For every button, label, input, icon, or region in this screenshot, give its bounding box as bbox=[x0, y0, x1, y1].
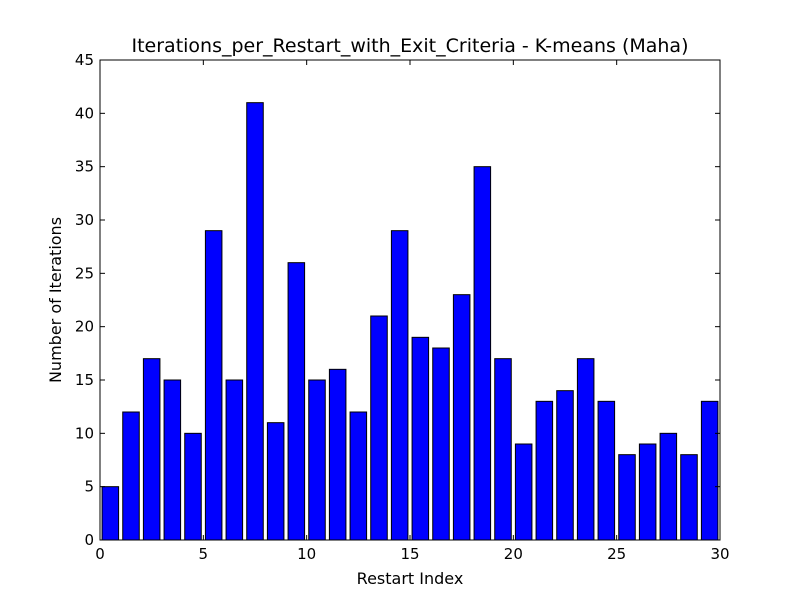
bar-17 bbox=[452, 294, 471, 541]
bar-27 bbox=[659, 432, 678, 541]
x-tick-label: 0 bbox=[95, 545, 105, 563]
bar-0 bbox=[101, 486, 120, 541]
bar-24 bbox=[597, 400, 616, 541]
chart-title: Iterations_per_Restart_with_Exit_Criteri… bbox=[132, 35, 689, 57]
y-tick-label: 10 bbox=[75, 424, 94, 442]
x-tick-label: 5 bbox=[199, 545, 209, 563]
bar-28 bbox=[680, 454, 698, 541]
y-tick-label: 45 bbox=[75, 51, 94, 69]
bar-13 bbox=[370, 315, 388, 541]
bar-14 bbox=[390, 230, 409, 541]
x-tick-label: 20 bbox=[504, 545, 523, 563]
bar-11 bbox=[328, 368, 347, 541]
x-axis: 0 5 10 15 20 25 30 bbox=[95, 60, 730, 563]
bar-26 bbox=[638, 443, 657, 541]
x-tick-label: 30 bbox=[710, 545, 729, 563]
x-axis-label: Restart Index bbox=[357, 569, 464, 588]
x-tick-label: 15 bbox=[400, 545, 419, 563]
y-tick-label: 35 bbox=[75, 158, 94, 176]
bar-21 bbox=[535, 400, 554, 541]
bar-22 bbox=[556, 390, 574, 541]
bars-group bbox=[101, 102, 719, 541]
x-tick-label: 10 bbox=[297, 545, 316, 563]
bar-6 bbox=[225, 379, 244, 541]
bar-5 bbox=[204, 230, 223, 541]
bar-29 bbox=[700, 400, 719, 541]
bar-1 bbox=[122, 411, 140, 541]
bar-9 bbox=[287, 262, 306, 541]
bar-7 bbox=[246, 102, 264, 541]
bar-20 bbox=[514, 443, 533, 541]
y-tick-label: 30 bbox=[75, 211, 94, 229]
bar-10 bbox=[308, 379, 326, 541]
y-tick-label: 25 bbox=[75, 264, 94, 282]
bar-12 bbox=[349, 411, 368, 541]
bar-8 bbox=[266, 422, 285, 541]
bar-15 bbox=[411, 336, 430, 541]
bar-3 bbox=[163, 379, 182, 541]
y-tick-label: 40 bbox=[75, 104, 94, 122]
bar-19 bbox=[494, 358, 512, 541]
y-axis-label: Number of Iterations bbox=[46, 217, 65, 383]
bar-2 bbox=[142, 358, 161, 541]
bar-25 bbox=[618, 454, 636, 541]
y-tick-label: 15 bbox=[75, 371, 94, 389]
bar-16 bbox=[432, 347, 450, 541]
x-tick-label: 25 bbox=[607, 545, 626, 563]
y-axis: 0 5 10 15 20 25 30 35 40 45 bbox=[75, 51, 720, 549]
bar-4 bbox=[184, 432, 202, 541]
y-tick-label: 5 bbox=[84, 478, 94, 496]
y-tick-label: 0 bbox=[84, 531, 94, 549]
bar-18 bbox=[473, 166, 492, 541]
y-tick-label: 20 bbox=[75, 318, 94, 336]
bar-23 bbox=[576, 358, 595, 541]
